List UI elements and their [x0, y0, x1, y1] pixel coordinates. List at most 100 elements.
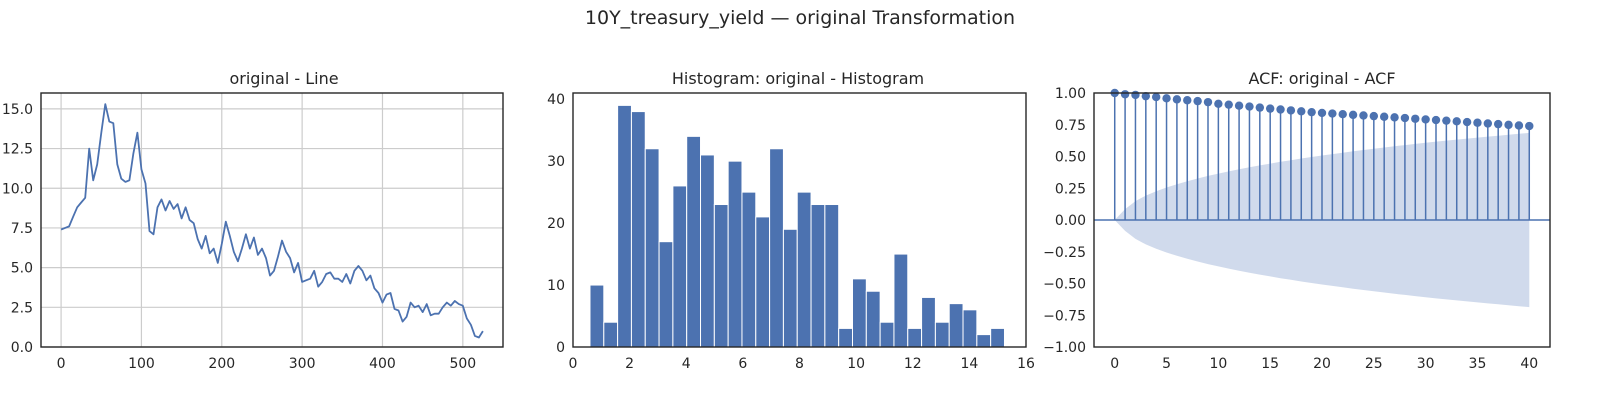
acf-marker [1307, 107, 1316, 117]
acf-panel: ACF: original - ACF 0 5 10 15 20 25 30 35 40 −1.0… [1043, 69, 1551, 372]
acf-panel-x-tick-label: 5 [1162, 356, 1171, 372]
acf-marker [1265, 104, 1275, 113]
histogram-bar [852, 278, 867, 348]
histogram-panel-x-tick-label: 8 [795, 356, 804, 372]
histogram-bar [796, 191, 812, 348]
acf-marker [1525, 121, 1534, 131]
line-panel-ticks: 0 100 200 300 400 500 0.0 2.5 5.0 7.5 10.0 12.5 15.0 [2, 102, 476, 372]
acf-marker [1234, 101, 1244, 110]
histogram-bar [921, 296, 936, 348]
histogram-bar [879, 321, 895, 348]
line-panel-grid [41, 93, 503, 348]
line-panel-x-tick-label: 500 [449, 356, 476, 372]
histogram-bar [741, 191, 757, 348]
acf-marker [1276, 105, 1285, 114]
histogram-panel-y-tick-label: 30 [547, 154, 565, 170]
histogram-bar [907, 327, 923, 348]
histogram-panel-x-tick-label: 16 [1017, 356, 1035, 372]
acf-marker [1328, 109, 1337, 118]
acf-panel-ticks: 0 5 10 15 20 25 30 35 40 −1.00 −0.75 −0.50 −0.25 0.00… [1043, 86, 1538, 372]
histogram-panel-x-tick-label: 4 [682, 356, 691, 372]
acf-marker [1338, 110, 1347, 119]
acf-panel-y-tick-label: −0.75 [1043, 308, 1086, 324]
line-panel-x-tick-label: 100 [128, 356, 155, 372]
line-panel-x-tick-label: 0 [57, 356, 66, 372]
acf-marker [1379, 112, 1389, 121]
acf-marker [1411, 114, 1420, 123]
histogram-bar [810, 204, 826, 348]
line-panel-y-tick-label: 12.5 [2, 142, 33, 158]
histogram-bar [782, 228, 798, 348]
figure-suptitle: 10Y_treasury_yield — original Transforma… [585, 7, 1015, 29]
acf-panel-x-tick-label: 35 [1469, 356, 1487, 372]
acf-marker [1120, 90, 1130, 99]
line-panel-frame [40, 92, 504, 348]
line-panel-x-tick-label: 400 [369, 356, 396, 372]
acf-marker [1286, 106, 1296, 115]
acf-panel-y-tick-label: −0.50 [1043, 277, 1086, 293]
histogram-panel-x-tick-label: 12 [904, 356, 922, 372]
histogram-panel-y-tick-label: 10 [547, 278, 565, 294]
histogram-panel-x-tick-label: 14 [960, 356, 978, 372]
histogram-bar [603, 321, 619, 348]
acf-marker [1348, 110, 1358, 120]
line-panel-marks [60, 103, 484, 339]
histogram-panel-title: Histogram: original - Histogram [672, 69, 924, 88]
acf-panel-y-tick-label: −1.00 [1043, 340, 1086, 356]
histogram-panel-ticks: 0 2 4 6 8 10 12 14 16 0 10 20 30 40 [547, 92, 1035, 372]
acf-marker [1390, 113, 1399, 122]
histogram-bar [727, 160, 743, 348]
acf-marker [1514, 121, 1524, 130]
histogram-bar [589, 284, 605, 348]
line-series [60, 103, 484, 339]
acf-marker [1462, 117, 1472, 127]
acf-marker [1172, 95, 1182, 104]
histogram-bar [617, 104, 632, 348]
line-panel-y-tick-label: 10.0 [2, 181, 33, 197]
histogram-bar [630, 111, 646, 348]
histogram-panel-x-tick-label: 0 [569, 356, 578, 372]
histogram-panel-y-tick-label: 40 [547, 92, 565, 108]
acf-marker [1493, 119, 1503, 129]
acf-marker [1421, 115, 1430, 124]
line-panel-y-tick-label: 7.5 [11, 221, 33, 237]
histogram-panel: Histogram: original - Histogram 0 2 4 6 8 10 1… [547, 69, 1035, 372]
acf-marker [1483, 119, 1493, 128]
acf-marker [1203, 97, 1213, 107]
histogram-bar [769, 148, 784, 348]
histogram-bar [672, 185, 688, 348]
histogram-panel-x-tick-label: 10 [847, 356, 865, 372]
acf-marker [1255, 103, 1265, 112]
line-panel-y-tick-label: 15.0 [2, 102, 33, 118]
acf-panel-x-tick-label: 0 [1110, 356, 1119, 372]
acf-panel-y-tick-label: 1.00 [1055, 86, 1086, 102]
histogram-panel-marks [589, 104, 1005, 348]
acf-marker [1183, 96, 1192, 105]
line-panel-title: original - Line [229, 69, 338, 88]
acf-panel-y-tick-label: 0.50 [1055, 150, 1086, 166]
histogram-bar [755, 216, 771, 348]
histogram-bar [934, 321, 950, 348]
acf-panel-y-tick-label: 0.25 [1055, 181, 1086, 197]
histogram-panel-y-tick-label: 0 [556, 340, 565, 356]
histogram-bar [700, 154, 715, 348]
acf-panel-y-tick-label: 0.75 [1055, 118, 1086, 134]
acf-marker [1162, 94, 1171, 103]
acf-marker [1359, 111, 1368, 120]
histogram-bar [838, 327, 854, 348]
histogram-bar [644, 148, 660, 348]
histogram-bar [893, 253, 909, 348]
acf-panel-x-tick-label: 20 [1313, 356, 1331, 372]
histogram-bar [824, 204, 840, 348]
acf-marker [1151, 92, 1161, 102]
histogram-panel-frame [572, 92, 1027, 348]
histogram-bar [865, 290, 881, 348]
line-panel: original - Line 0 100 200 300 400 500 0.0 2.5 5.… [2, 69, 504, 372]
acf-panel-x-tick-label: 15 [1261, 356, 1279, 372]
line-panel-x-tick-label: 200 [208, 356, 235, 372]
acf-marker [1193, 96, 1202, 106]
histogram-bar [713, 204, 729, 348]
acf-panel-frame [1093, 92, 1551, 348]
acf-panel-y-tick-label: 0.00 [1055, 213, 1086, 229]
